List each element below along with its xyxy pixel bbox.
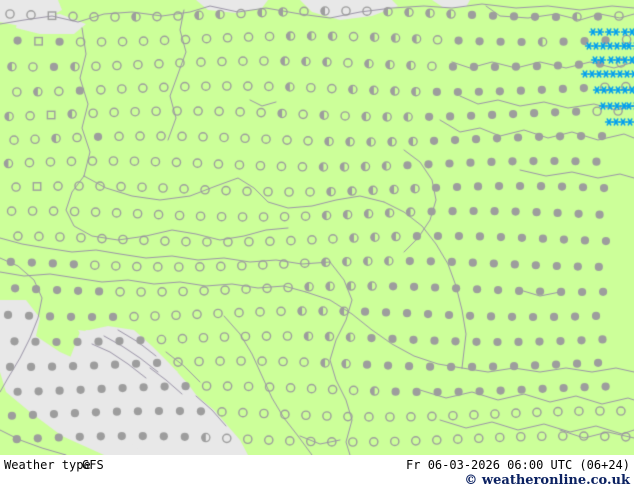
footer-parameter-label: Weather type (4, 458, 91, 472)
weather-map[interactable] (0, 0, 634, 455)
footer-datetime: Fr 06-03-2026 06:00 UTC (06+24) (406, 458, 630, 472)
map-base-layer (0, 0, 634, 455)
footer-copyright: © weatheronline.co.uk (464, 473, 630, 488)
footer-model-label: GFS (82, 458, 104, 472)
map-footer: Weather type GFS Fr 06-03-2026 06:00 UTC… (0, 455, 634, 490)
